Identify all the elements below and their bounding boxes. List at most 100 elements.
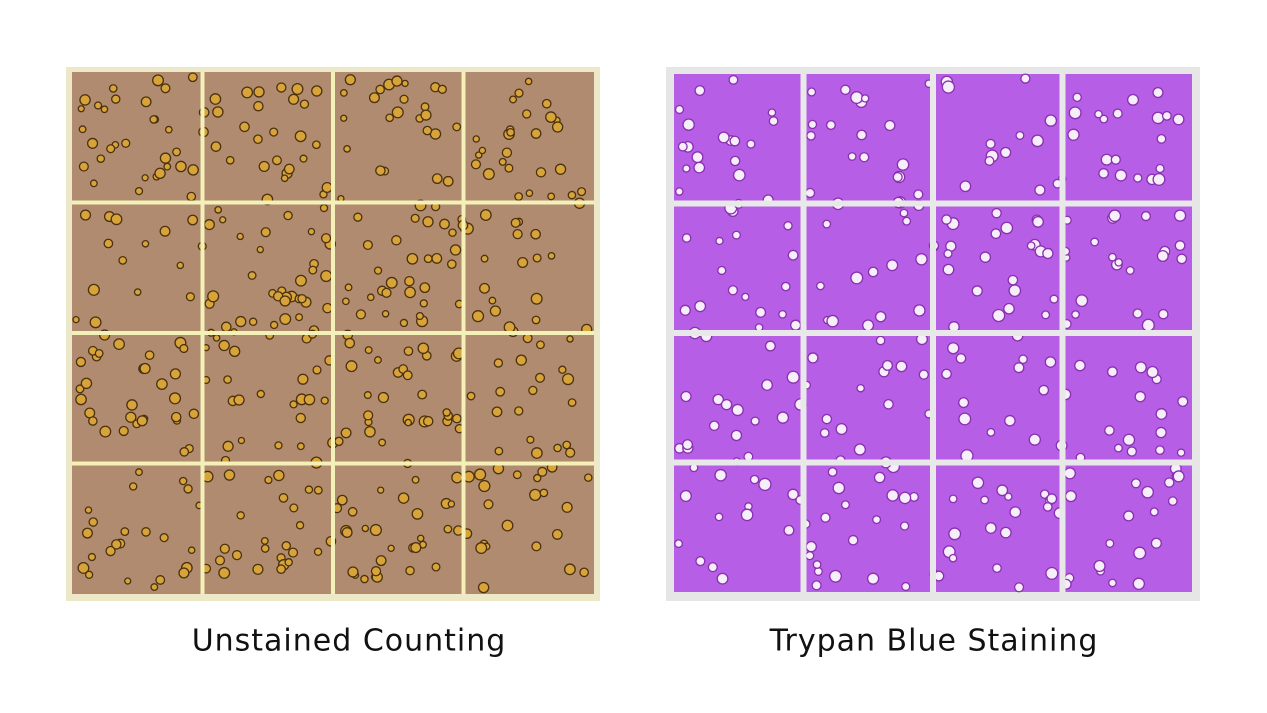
cell xyxy=(96,154,106,163)
cell xyxy=(1094,109,1103,119)
grid-line xyxy=(674,459,1192,466)
cell xyxy=(443,524,453,534)
cell xyxy=(807,352,819,364)
cell xyxy=(1008,284,1022,298)
cell xyxy=(740,508,754,522)
cell xyxy=(75,356,87,368)
grid-line xyxy=(1059,74,1066,592)
cell xyxy=(1173,209,1187,222)
cell xyxy=(99,425,112,438)
cell xyxy=(1068,106,1082,120)
cell xyxy=(207,290,220,303)
cell xyxy=(1018,354,1028,365)
cell xyxy=(341,297,350,306)
cell xyxy=(417,389,428,400)
cell xyxy=(509,95,518,104)
cell xyxy=(256,389,266,399)
cell xyxy=(1045,566,1059,580)
cell xyxy=(128,482,138,491)
cell xyxy=(971,285,983,297)
cell xyxy=(276,564,286,575)
cell xyxy=(714,468,727,482)
cell xyxy=(1174,240,1186,251)
cell xyxy=(273,469,285,482)
cell xyxy=(561,373,575,386)
cell xyxy=(562,440,572,450)
cell xyxy=(187,164,199,176)
cell xyxy=(344,337,356,349)
cell xyxy=(882,359,893,371)
cell xyxy=(341,527,353,538)
cell xyxy=(872,515,882,525)
cell xyxy=(258,160,270,173)
cell xyxy=(135,468,143,477)
cell xyxy=(1105,538,1115,548)
cell xyxy=(375,555,387,567)
cell xyxy=(1044,114,1058,127)
cell xyxy=(992,308,1006,323)
cell xyxy=(741,292,750,302)
cell xyxy=(140,96,152,108)
cell xyxy=(75,384,85,394)
cell xyxy=(281,541,292,551)
cell xyxy=(563,563,576,576)
cell xyxy=(110,213,123,226)
caption: Unstained Counting xyxy=(192,624,507,659)
cell xyxy=(103,238,114,249)
cell xyxy=(884,119,896,132)
cell xyxy=(1039,489,1050,499)
cell xyxy=(750,416,760,426)
cell xyxy=(347,566,359,578)
cell xyxy=(682,439,694,451)
cell xyxy=(88,416,98,426)
cell xyxy=(373,356,382,364)
cell xyxy=(296,442,305,451)
cell xyxy=(368,92,380,104)
cell xyxy=(514,406,524,416)
cell xyxy=(943,249,953,259)
cell xyxy=(537,466,548,477)
cell xyxy=(86,137,99,149)
cell xyxy=(466,391,476,401)
cell xyxy=(787,249,799,261)
cell xyxy=(449,244,462,256)
cell xyxy=(399,94,409,104)
cell xyxy=(1149,507,1159,517)
cell xyxy=(528,385,538,396)
cell xyxy=(577,187,587,197)
cell xyxy=(786,370,800,384)
cell xyxy=(313,485,323,495)
cell xyxy=(746,139,756,149)
caption: Trypan Blue Staining xyxy=(769,624,1099,659)
cell xyxy=(947,342,960,355)
cell xyxy=(1072,92,1082,103)
cell xyxy=(986,427,996,437)
cell xyxy=(291,83,304,96)
cell xyxy=(680,390,692,403)
cell xyxy=(370,566,382,577)
cell xyxy=(821,413,833,425)
cell xyxy=(169,368,182,380)
cell xyxy=(811,580,822,591)
cell xyxy=(1004,492,1013,501)
cell xyxy=(875,310,887,323)
cell xyxy=(176,261,185,270)
cell xyxy=(478,479,491,493)
cell xyxy=(212,106,224,118)
cell xyxy=(1177,396,1189,408)
cell xyxy=(136,415,148,427)
cell xyxy=(1126,93,1140,106)
cell xyxy=(501,519,514,532)
cell xyxy=(827,467,838,477)
cell xyxy=(1172,113,1185,126)
cell xyxy=(856,129,868,141)
cell xyxy=(514,192,524,201)
cell xyxy=(1074,359,1086,372)
cell xyxy=(1151,111,1165,125)
cell xyxy=(1155,426,1167,439)
cell xyxy=(360,574,369,584)
cell xyxy=(482,168,495,181)
cell xyxy=(405,565,415,576)
cell xyxy=(419,299,428,308)
cell xyxy=(567,190,577,200)
